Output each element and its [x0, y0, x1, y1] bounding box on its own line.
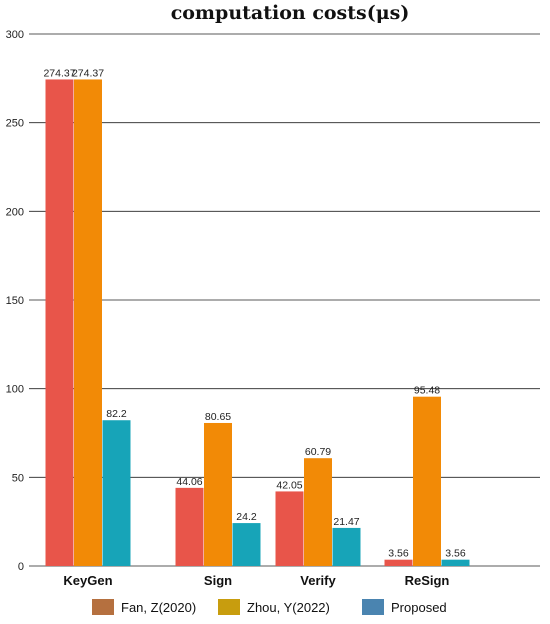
- y-tick-label: 100: [6, 384, 24, 396]
- y-tick-label: 150: [6, 295, 24, 307]
- data-label: 80.65: [205, 411, 231, 423]
- data-label: 44.06: [176, 476, 202, 488]
- bar-keygen-0: [45, 79, 74, 566]
- x-category-label: Verify: [300, 573, 336, 588]
- bar-keygen-2: [102, 420, 131, 566]
- chart-title: computation costs(μs): [171, 2, 410, 24]
- y-tick-label: 200: [6, 206, 24, 218]
- x-axis-categories: KeyGen Sign Verify ReSign: [63, 573, 449, 588]
- data-label: 21.47: [333, 516, 359, 528]
- data-label: 82.2: [106, 408, 127, 420]
- bar-verify-0: [275, 491, 304, 566]
- legend-swatch: [92, 599, 114, 615]
- bar-resign-0: [384, 559, 413, 566]
- legend-swatch: [218, 599, 240, 615]
- legend: Fan, Z(2020) Zhou, Y(2022) Proposed: [92, 599, 447, 615]
- data-label: 42.05: [276, 479, 302, 491]
- data-label: 274.37: [72, 67, 104, 79]
- x-category-label: KeyGen: [63, 573, 112, 588]
- bar-keygen-1: [74, 79, 102, 566]
- legend-label: Zhou, Y(2022): [247, 600, 330, 615]
- data-label: 3.56: [445, 548, 466, 560]
- y-axis-ticks: 0 50 100 150 200 250 300: [6, 29, 24, 573]
- bars: [45, 79, 470, 566]
- bar-sign-2: [232, 523, 261, 566]
- bar-resign-2: [441, 559, 470, 566]
- bar-resign-1: [413, 396, 441, 566]
- data-label: 95.48: [414, 385, 440, 397]
- data-label: 24.2: [236, 511, 257, 523]
- x-category-label: ReSign: [405, 573, 450, 588]
- legend-swatch: [362, 599, 384, 615]
- legend-label: Proposed: [391, 600, 447, 615]
- data-label: 60.79: [305, 446, 331, 458]
- bar-verify-1: [304, 458, 332, 566]
- y-tick-label: 300: [6, 29, 24, 41]
- y-tick-label: 250: [6, 118, 24, 130]
- x-category-label: Sign: [204, 573, 232, 588]
- bar-sign-0: [175, 487, 204, 566]
- bar-verify-2: [332, 527, 361, 566]
- data-label: 274.37: [43, 67, 75, 79]
- bar-sign-1: [204, 422, 232, 566]
- legend-label: Fan, Z(2020): [121, 600, 196, 615]
- y-tick-label: 0: [18, 561, 24, 573]
- y-tick-label: 50: [12, 472, 24, 484]
- data-label: 3.56: [388, 548, 409, 560]
